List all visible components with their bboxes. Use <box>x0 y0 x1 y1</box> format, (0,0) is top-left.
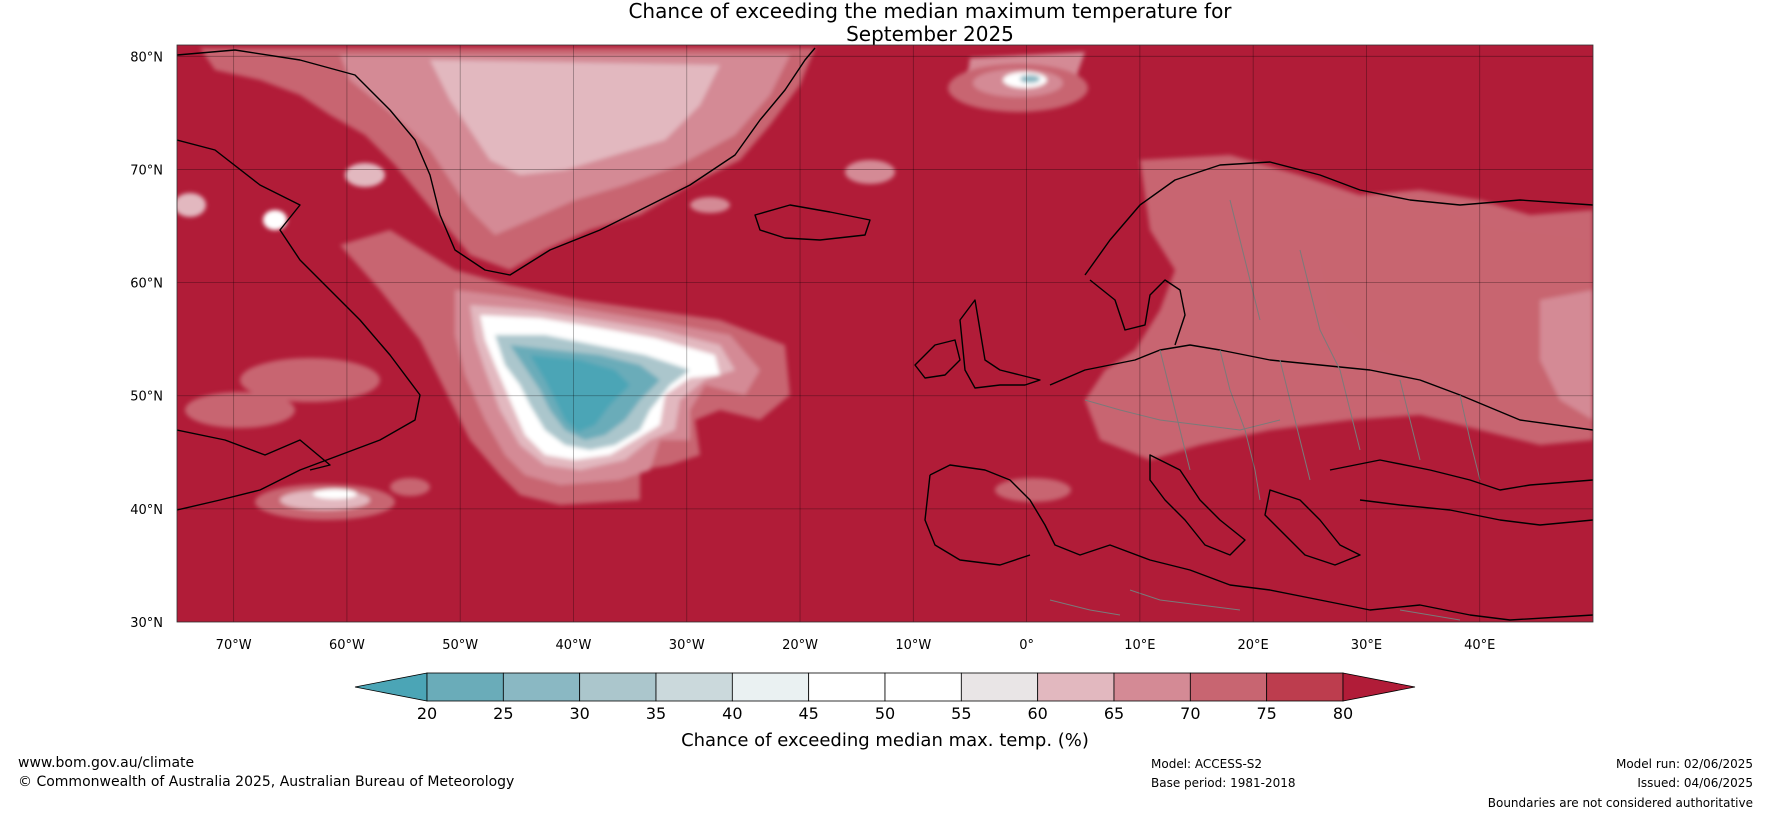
title-line-1: Chance of exceeding the median maximum t… <box>628 0 1232 23</box>
colorbar-tick-label: 35 <box>646 704 666 723</box>
colorbar-extend-low <box>354 672 428 702</box>
longitude-label: 50°W <box>442 638 478 653</box>
graticule <box>177 45 1593 622</box>
colorbar-segment <box>1266 672 1344 702</box>
europe-anomaly <box>1085 155 1593 460</box>
footer-disclaimer: Boundaries are not considered authoritat… <box>1487 796 1753 810</box>
latitude-label: 40°N <box>130 503 163 518</box>
map-frame <box>176 44 1594 623</box>
colorbar-tick-label: 65 <box>1104 704 1124 723</box>
title-line-2: September 2025 <box>846 22 1014 46</box>
latitude-label: 50°N <box>130 390 163 405</box>
colorbar-tick-label: 30 <box>569 704 589 723</box>
colorbar-tick-label: 60 <box>1027 704 1047 723</box>
colorbar-tick-label: 45 <box>798 704 818 723</box>
colorbar-segment <box>655 672 733 702</box>
map-title: Chance of exceeding the median maximum t… <box>0 0 1770 46</box>
small-anomalies <box>177 64 1088 520</box>
colorbar-segment <box>426 672 504 702</box>
colorbar-tick-label: 20 <box>417 704 437 723</box>
map-area <box>177 45 1593 622</box>
colorbar-tick-label: 50 <box>875 704 895 723</box>
atlantic-anomaly <box>340 230 790 505</box>
colorbar-tick-label: 80 <box>1333 704 1353 723</box>
footer-issued: Issued: 04/06/2025 <box>1637 776 1753 790</box>
longitude-label: 30°E <box>1351 638 1382 653</box>
colorbar-tick-label: 75 <box>1256 704 1276 723</box>
colorbar-segment <box>502 672 581 702</box>
coastlines <box>177 47 1593 621</box>
footer-copyright: © Commonwealth of Australia 2025, Austra… <box>18 774 515 790</box>
colorbar-tick-label: 70 <box>1180 704 1200 723</box>
colorbar: 20 25 30 35 40 45 50 55 60 65 70 75 80 <box>354 672 1416 723</box>
longitude-label: 10°E <box>1124 638 1155 653</box>
footer-website: www.bom.gov.au/climate <box>18 755 195 771</box>
colorbar-segment <box>1037 672 1115 702</box>
colorbar-extend-high <box>1342 672 1416 702</box>
colorbar-segment <box>1113 672 1191 702</box>
greenland-anomaly <box>200 48 1085 270</box>
footer-base-period: Base period: 1981-2018 <box>1151 776 1296 790</box>
latitude-label: 30°N <box>130 616 163 631</box>
longitude-label: 30°W <box>669 638 705 653</box>
colorbar-segment <box>579 672 657 702</box>
colorbar-segment <box>884 672 962 702</box>
latitude-label: 80°N <box>130 50 163 65</box>
longitude-label: 40°W <box>556 638 592 653</box>
longitude-label: 10°W <box>895 638 931 653</box>
longitude-label: 20°E <box>1238 638 1269 653</box>
colorbar-segment <box>731 672 810 702</box>
longitude-label: 40°E <box>1464 638 1495 653</box>
colorbar-segment <box>1189 672 1268 702</box>
latitude-label: 60°N <box>130 277 163 292</box>
footer-model: Model: ACCESS-S2 <box>1151 757 1263 771</box>
colorbar-segment <box>960 672 1039 702</box>
latitude-labels: 80°N 70°N 60°N 50°N 40°N 30°N <box>130 50 163 631</box>
longitude-label: 0° <box>1019 638 1034 653</box>
colorbar-tick-label: 40 <box>722 704 742 723</box>
colorbar-label: Chance of exceeding median max. temp. (%… <box>681 730 1089 751</box>
latitude-label: 70°N <box>130 163 163 178</box>
country-borders <box>1049 199 1481 621</box>
longitude-label: 20°W <box>782 638 818 653</box>
longitude-label: 60°W <box>329 638 365 653</box>
colorbar-tick-label: 25 <box>493 704 513 723</box>
longitude-labels: 70°W 60°W 50°W 40°W 30°W 20°W 10°W 0° 10°E 20°E 30… <box>216 638 1496 653</box>
longitude-label: 70°W <box>216 638 252 653</box>
footer-model-run: Model run: 02/06/2025 <box>1615 757 1753 771</box>
colorbar-segment <box>808 672 886 702</box>
colorbar-tick-label: 55 <box>951 704 971 723</box>
